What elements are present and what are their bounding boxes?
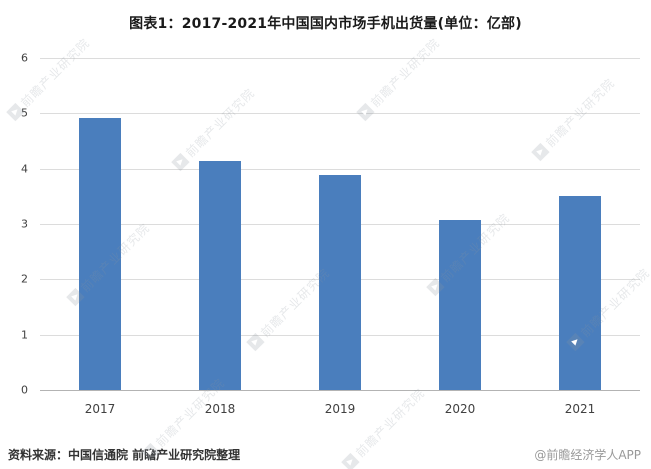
- y-tick-label: 1: [21, 328, 28, 342]
- bar: [559, 195, 601, 390]
- credit-note: @前瞻经济学人APP: [534, 448, 641, 462]
- plot-area: [40, 58, 640, 391]
- bar: [79, 118, 121, 390]
- source-note: 资料来源：中国信通院 前瞻产业研究院整理: [8, 448, 241, 462]
- gridline: [40, 113, 640, 115]
- bar: [319, 174, 361, 390]
- chart-title: 图表1：2017-2021年中国国内市场手机出货量(单位：亿部): [129, 16, 522, 32]
- x-tick-label: 2020: [444, 402, 476, 416]
- x-tick-label: 2018: [204, 402, 236, 416]
- y-axis: 0 1 2 3 4 5 6: [0, 52, 34, 397]
- bar: [199, 160, 241, 390]
- x-tick-label: 2019: [324, 402, 356, 416]
- y-tick-label: 2: [21, 272, 28, 286]
- y-tick-label: 4: [21, 162, 28, 176]
- y-tick-label: 5: [21, 106, 28, 120]
- gridline: [40, 168, 640, 170]
- gridline: [40, 390, 640, 391]
- gridline: [40, 58, 640, 59]
- x-tick-label: 2017: [84, 402, 116, 416]
- x-axis: 2017 2018 2019 2020 2021: [40, 398, 640, 416]
- chart-footer: 资料来源：中国信通院 前瞻产业研究院整理 @前瞻经济学人APP: [0, 446, 651, 463]
- bar: [439, 219, 481, 390]
- y-tick-label: 0: [21, 383, 28, 397]
- y-tick-label: 3: [21, 217, 28, 231]
- x-tick-label: 2021: [564, 402, 596, 416]
- y-tick-label: 6: [21, 51, 28, 65]
